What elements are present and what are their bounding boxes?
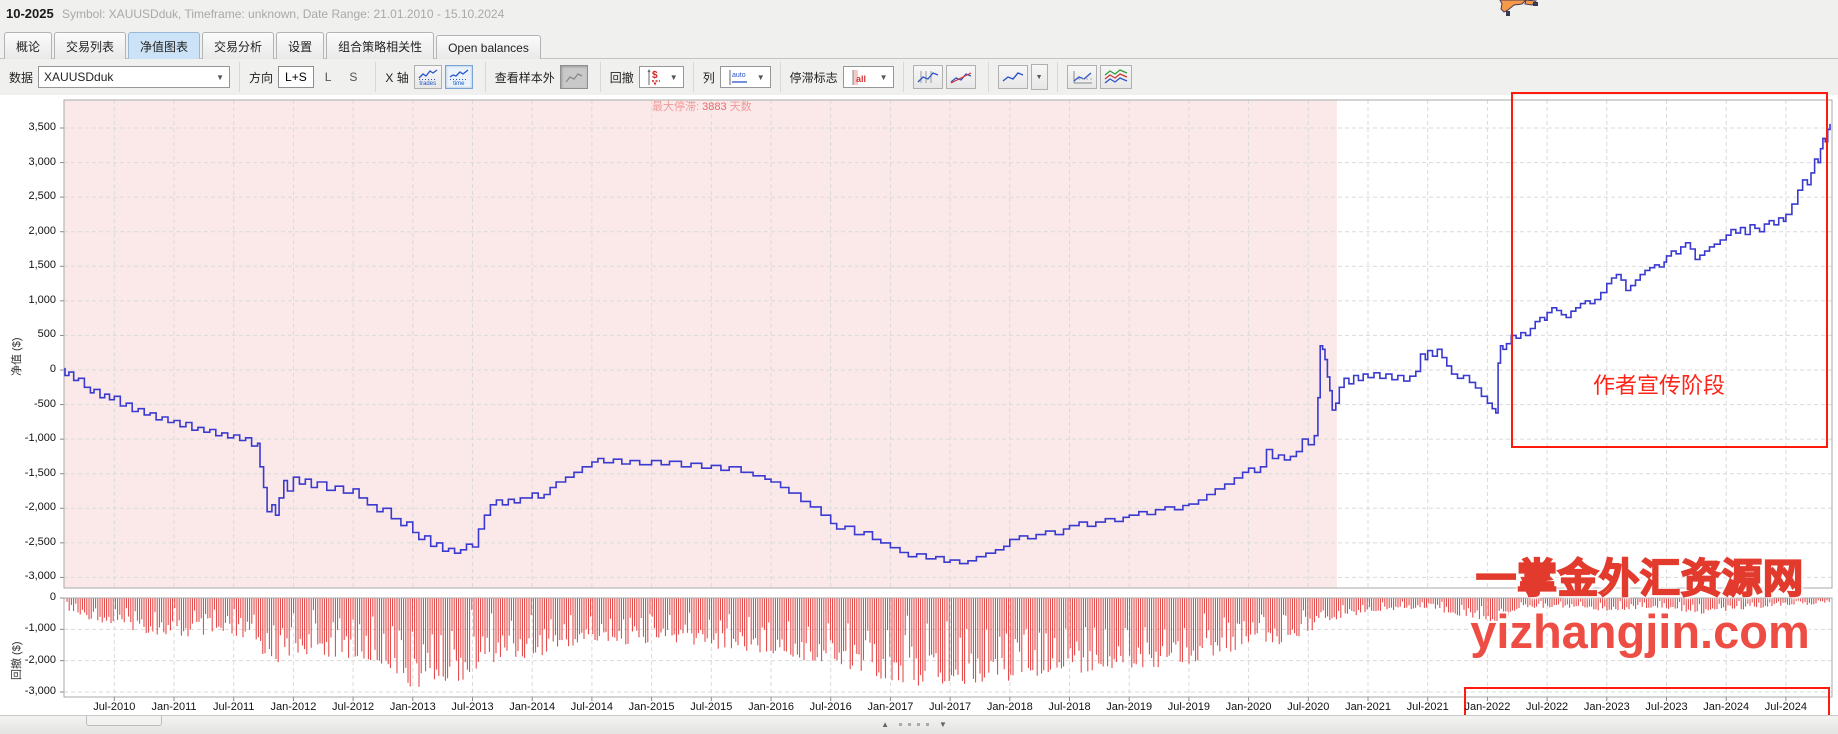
auto-text: auto: [732, 72, 746, 79]
stagnation-all-icon: all: [852, 69, 866, 85]
columns-label: 列: [702, 70, 715, 85]
tab-label: 净值图表: [140, 40, 189, 54]
symbol-value: XAUUSDduk: [44, 70, 114, 84]
tab-equity-chart[interactable]: 净值图表: [128, 32, 201, 59]
drawdown-mode-select[interactable]: $ ▼: [638, 66, 684, 88]
data-label: 数据: [9, 70, 34, 85]
multi-series-button[interactable]: [1099, 65, 1132, 89]
tab-label: 概论: [16, 40, 41, 54]
chevron-down-icon: ▼: [879, 72, 888, 82]
chevron-down-icon: ▼: [216, 72, 225, 82]
title-bar: 10-2025 Symbol: XAUUSDduk, Timeframe: un…: [0, 0, 1838, 28]
status-bar: ▲ ▼: [0, 715, 1838, 734]
tab-trade-analysis[interactable]: 交易分析: [202, 32, 275, 59]
collapsed-panel-handle[interactable]: [86, 716, 162, 726]
tab-open-balances[interactable]: Open balances: [436, 35, 541, 59]
stagnation-mark-select[interactable]: all ▼: [842, 66, 894, 88]
chart-style-group-3: [1056, 62, 1144, 92]
multi-lines-icon: [1104, 69, 1127, 84]
equity-trend-icon: [950, 72, 971, 84]
stagnation-group: 停滞标志 all ▼: [779, 62, 903, 92]
direction-both-button[interactable]: L+S: [278, 66, 314, 88]
xaxis-by-time-button[interactable]: time: [444, 65, 473, 89]
oos-chart-icon: [565, 73, 583, 83]
oos-group: 查看样本外: [484, 62, 600, 92]
chart-style-group-1: [902, 62, 988, 92]
tab-trade-list[interactable]: 交易列表: [54, 32, 127, 59]
window-title: 10-2025: [6, 6, 54, 21]
columns-group: 列 auto ▼: [692, 62, 780, 92]
show-trade-lines-button[interactable]: [912, 65, 943, 89]
window-subtitle: Symbol: XAUUSDduk, Timeframe: unknown, D…: [62, 7, 505, 21]
splitter-grip-icon: [896, 722, 932, 726]
direction-label: 方向: [249, 70, 274, 85]
trade-lines-icon: [917, 71, 938, 83]
xaxis-by-trades-button[interactable]: trades: [413, 65, 442, 89]
tab-label: Open balances: [448, 41, 529, 55]
direction-short-button[interactable]: S: [340, 70, 366, 84]
benchmark-chart-icon: [1073, 71, 1092, 84]
columns-auto-icon: auto: [729, 69, 747, 85]
chart-toolbar: 数据 XAUUSDduk ▼ 方向 L+S L S X 轴 trades: [0, 59, 1838, 95]
data-group: 数据 XAUUSDduk ▼: [0, 62, 239, 92]
direction-group: 方向 L+S L S: [239, 62, 375, 92]
svg-text:$: $: [652, 70, 658, 81]
splitter-down-icon[interactable]: ▼: [939, 719, 947, 729]
drawdown-label: 回撤: [609, 70, 634, 85]
line-style-button[interactable]: [997, 65, 1028, 89]
tab-bar: 概论 交易列表 净值图表 交易分析 设置 组合策略相关性 Open balanc…: [0, 28, 1838, 59]
tab-label: 组合策略相关性: [338, 40, 423, 54]
trades-chart-icon: [418, 68, 438, 80]
stagnation-label: 停滞标志: [789, 70, 838, 85]
drawdown-dollar-icon: $: [647, 68, 660, 85]
time-caption: time: [453, 80, 465, 87]
view-out-of-sample-button[interactable]: [559, 65, 588, 89]
line-style-dropdown[interactable]: ▼: [1030, 64, 1048, 90]
xaxis-label: X 轴: [385, 70, 409, 85]
xaxis-group: X 轴 trades time: [375, 62, 484, 92]
chevron-down-icon: ▼: [669, 72, 678, 82]
time-chart-icon: [449, 68, 469, 80]
tab-settings[interactable]: 设置: [276, 32, 325, 59]
tab-label: 交易分析: [214, 40, 263, 54]
mouse-cursor-icon: [1499, 0, 1538, 16]
chart-style-group-2: ▼: [987, 62, 1057, 92]
oos-label: 查看样本外: [494, 70, 555, 85]
symbol-select[interactable]: XAUUSDduk ▼: [38, 66, 231, 88]
benchmark-line-button[interactable]: [1066, 65, 1097, 89]
panel-splitter-control[interactable]: ▲ ▼: [876, 718, 952, 730]
splitter-up-icon[interactable]: ▲: [881, 719, 889, 729]
chevron-down-icon: ▼: [756, 72, 765, 82]
svg-text:all: all: [856, 74, 866, 84]
columns-select[interactable]: auto ▼: [719, 66, 771, 88]
chart-panel: [0, 95, 1838, 715]
tab-label: 设置: [288, 40, 313, 54]
show-trend-line-button[interactable]: [945, 65, 976, 89]
tab-overview[interactable]: 概论: [4, 32, 53, 59]
drawdown-group: 回撤 $ ▼: [599, 62, 693, 92]
line-chart-icon: [1002, 72, 1023, 82]
trades-caption: trades: [419, 80, 437, 87]
direction-long-button[interactable]: L: [316, 70, 341, 84]
tab-label: 交易列表: [66, 40, 115, 54]
tab-portfolio-correlation[interactable]: 组合策略相关性: [326, 32, 435, 59]
